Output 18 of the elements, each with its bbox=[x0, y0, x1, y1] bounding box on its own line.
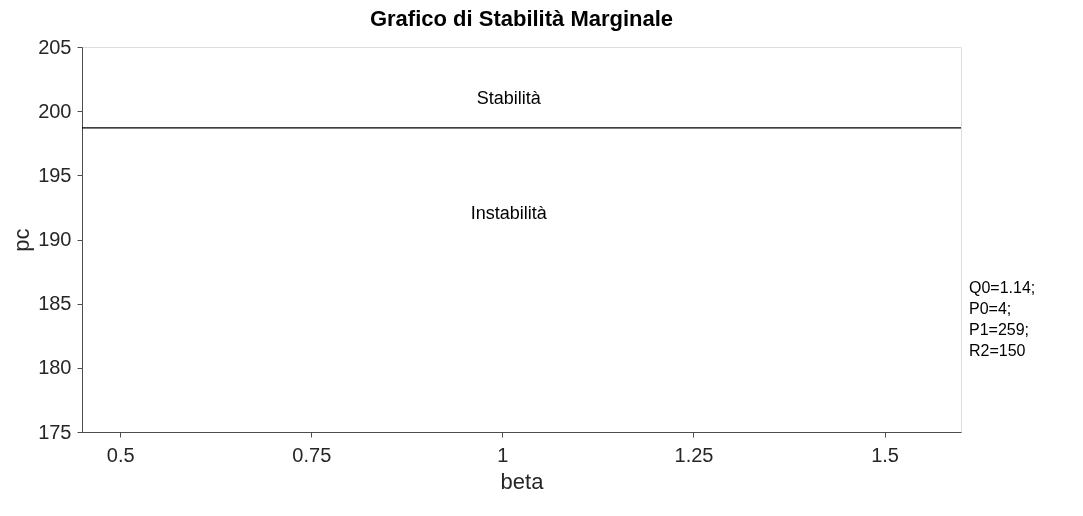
x-tick-label: 1 bbox=[497, 443, 509, 466]
annotation: Stabilità bbox=[476, 88, 542, 108]
y-tick-label: 180 bbox=[38, 356, 72, 379]
y-tick-label: 205 bbox=[38, 35, 72, 58]
chart-title: Grafico di Stabilità Marginale bbox=[369, 6, 674, 31]
x-axis-title: beta bbox=[500, 468, 545, 494]
y-tick-label: 175 bbox=[38, 420, 72, 443]
y-tick-label: 190 bbox=[38, 228, 72, 250]
text: Q0=1.14; P0=4; P1=259; R2=150 bbox=[969, 279, 1036, 359]
x-tick-label: 1.5 bbox=[871, 443, 899, 466]
y-axis-title: pc bbox=[9, 228, 35, 252]
y-tick-label: 195 bbox=[38, 163, 72, 186]
y-tick-label: 200 bbox=[38, 99, 72, 122]
annotation: Instabilità bbox=[470, 203, 548, 223]
x-tick-label: 0.75 bbox=[292, 443, 332, 466]
x-tick-label: 1.25 bbox=[674, 443, 714, 466]
x-tick-label: 0.5 bbox=[106, 443, 135, 466]
y-tick-label: 185 bbox=[38, 292, 72, 315]
